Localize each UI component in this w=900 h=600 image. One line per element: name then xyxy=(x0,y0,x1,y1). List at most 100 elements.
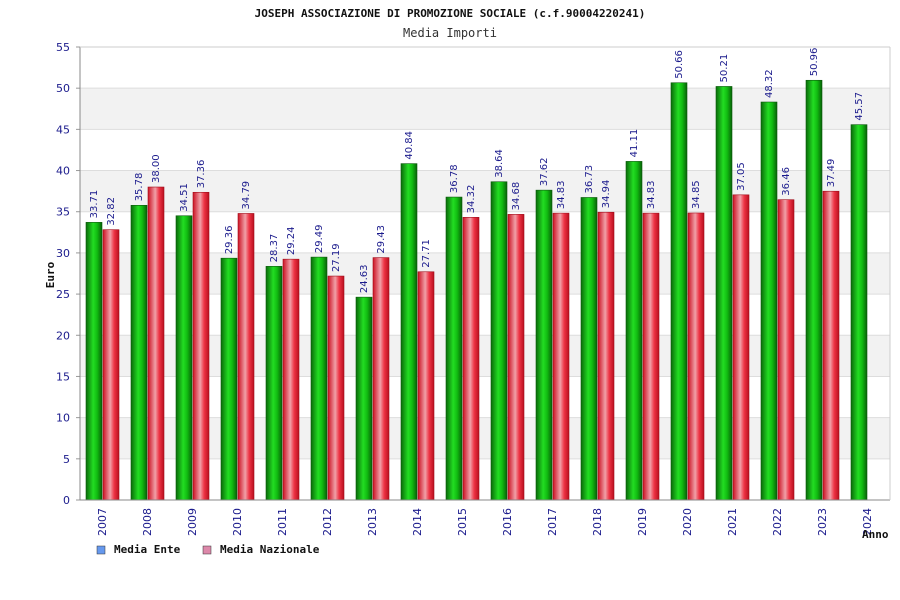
data-label: 36.78 xyxy=(449,164,460,193)
data-label: 34.83 xyxy=(646,180,657,209)
bar-media-ente xyxy=(715,86,733,501)
grid-band xyxy=(80,458,890,500)
data-label: 45.57 xyxy=(854,92,865,121)
x-tick-label: 2011 xyxy=(276,508,289,536)
bar-media-ente xyxy=(580,197,598,501)
bar-media-nazionale xyxy=(192,191,210,501)
data-label: 28.37 xyxy=(269,234,280,263)
data-label: 36.73 xyxy=(584,165,595,194)
bar-media-nazionale xyxy=(147,186,165,501)
data-label: 34.68 xyxy=(511,182,522,211)
x-tick-label: 2023 xyxy=(816,508,829,536)
x-tick-label: 2014 xyxy=(411,508,424,536)
y-tick-label: 50 xyxy=(56,82,70,95)
y-tick-label: 25 xyxy=(56,288,70,301)
data-label: 29.49 xyxy=(314,224,325,253)
x-tick-label: 2016 xyxy=(501,508,514,536)
data-label: 34.32 xyxy=(466,185,477,214)
bar-media-ente xyxy=(850,124,868,501)
data-label: 37.36 xyxy=(196,160,207,189)
x-axis-ticks: 2007 2008 2009 2010 2011 2012 2013 2014 2015 2016… xyxy=(96,508,874,536)
grid-bands xyxy=(80,47,890,500)
bar-media-ente xyxy=(535,189,553,501)
data-label: 34.83 xyxy=(556,180,567,209)
x-tick-label: 2017 xyxy=(546,508,559,536)
chart-subtitle: Media Importi xyxy=(403,26,497,40)
bar-media-ente xyxy=(400,163,418,501)
x-tick-label: 2013 xyxy=(366,508,379,536)
legend-label-media-ente: Media Ente xyxy=(114,543,181,556)
bar-media-ente xyxy=(490,181,508,501)
data-label: 27.19 xyxy=(331,243,342,272)
data-label: 37.49 xyxy=(826,159,837,188)
legend-swatch-media-ente xyxy=(96,545,106,555)
data-label: 34.79 xyxy=(241,181,252,210)
y-tick-label: 55 xyxy=(56,41,70,54)
bar-media-nazionale xyxy=(597,211,615,501)
bar-media-ente xyxy=(625,161,643,501)
data-label: 38.00 xyxy=(151,154,162,183)
y-tick-label: 15 xyxy=(56,370,70,383)
data-label: 24.63 xyxy=(359,264,370,293)
y-tick-label: 40 xyxy=(56,165,70,178)
bar-media-nazionale xyxy=(687,212,705,501)
data-label: 33.71 xyxy=(89,190,100,219)
grid-band xyxy=(80,47,890,89)
x-tick-label: 2018 xyxy=(591,508,604,536)
bar-media-ente xyxy=(220,257,238,501)
bar-media-nazionale xyxy=(372,257,390,501)
legend-label-media-nazionale: Media Nazionale xyxy=(220,543,320,556)
bar-media-ente xyxy=(265,266,283,501)
data-label: 48.32 xyxy=(764,69,775,98)
bar-media-nazionale xyxy=(237,213,255,501)
bar-media-nazionale xyxy=(417,271,435,501)
grid-band xyxy=(80,88,890,130)
x-tick-label: 2020 xyxy=(681,508,694,536)
bar-media-ente xyxy=(445,196,463,501)
bar-media-nazionale xyxy=(777,199,795,501)
bar-media-nazionale xyxy=(552,212,570,501)
bar-media-nazionale xyxy=(822,190,840,501)
y-axis-ticks: 0 5 10 15 20 25 30 35 40 45 50 55 xyxy=(56,41,70,507)
grid-band xyxy=(80,294,890,336)
bar-media-ente xyxy=(760,101,778,501)
data-label: 50.66 xyxy=(674,50,685,79)
data-label: 38.64 xyxy=(494,149,505,178)
bar-media-ente xyxy=(175,215,193,501)
bar-media-ente xyxy=(805,79,823,501)
data-label: 40.84 xyxy=(404,131,415,160)
bar-media-nazionale xyxy=(102,229,120,501)
bar-media-nazionale xyxy=(507,214,525,501)
y-tick-label: 5 xyxy=(63,453,70,466)
data-label: 34.85 xyxy=(691,180,702,209)
data-label: 29.43 xyxy=(376,225,387,254)
x-tick-label: 2010 xyxy=(231,508,244,536)
legend: Media Ente Media Nazionale xyxy=(96,543,320,556)
data-label: 41.11 xyxy=(629,129,640,158)
grid-band xyxy=(80,417,890,459)
data-label: 35.78 xyxy=(134,173,145,202)
y-tick-label: 10 xyxy=(56,412,70,425)
data-label: 29.36 xyxy=(224,226,235,255)
bar-media-nazionale xyxy=(732,194,750,501)
bar-media-nazionale xyxy=(462,217,480,501)
y-tick-label: 35 xyxy=(56,206,70,219)
x-tick-label: 2008 xyxy=(141,508,154,536)
bar-media-ente xyxy=(355,296,373,501)
grid-band xyxy=(80,335,890,377)
bar-media-nazionale xyxy=(642,212,660,501)
legend-swatch-media-nazionale xyxy=(202,545,212,555)
data-label: 34.51 xyxy=(179,183,190,212)
data-label: 37.05 xyxy=(736,162,747,191)
data-label: 32.82 xyxy=(106,197,117,226)
data-labels: 33.71 32.82 35.78 38.00 34.51 37.36 29.36 34.79… xyxy=(89,48,865,294)
data-label: 27.71 xyxy=(421,239,432,268)
data-label: 37.62 xyxy=(539,158,550,187)
bar-media-nazionale xyxy=(327,275,345,501)
data-label: 34.94 xyxy=(601,180,612,209)
data-label: 36.46 xyxy=(781,167,792,196)
bar-media-ente xyxy=(310,256,328,501)
y-tick-label: 0 xyxy=(63,494,70,507)
x-tick-label: 2021 xyxy=(726,508,739,536)
bar-media-nazionale xyxy=(282,258,300,501)
